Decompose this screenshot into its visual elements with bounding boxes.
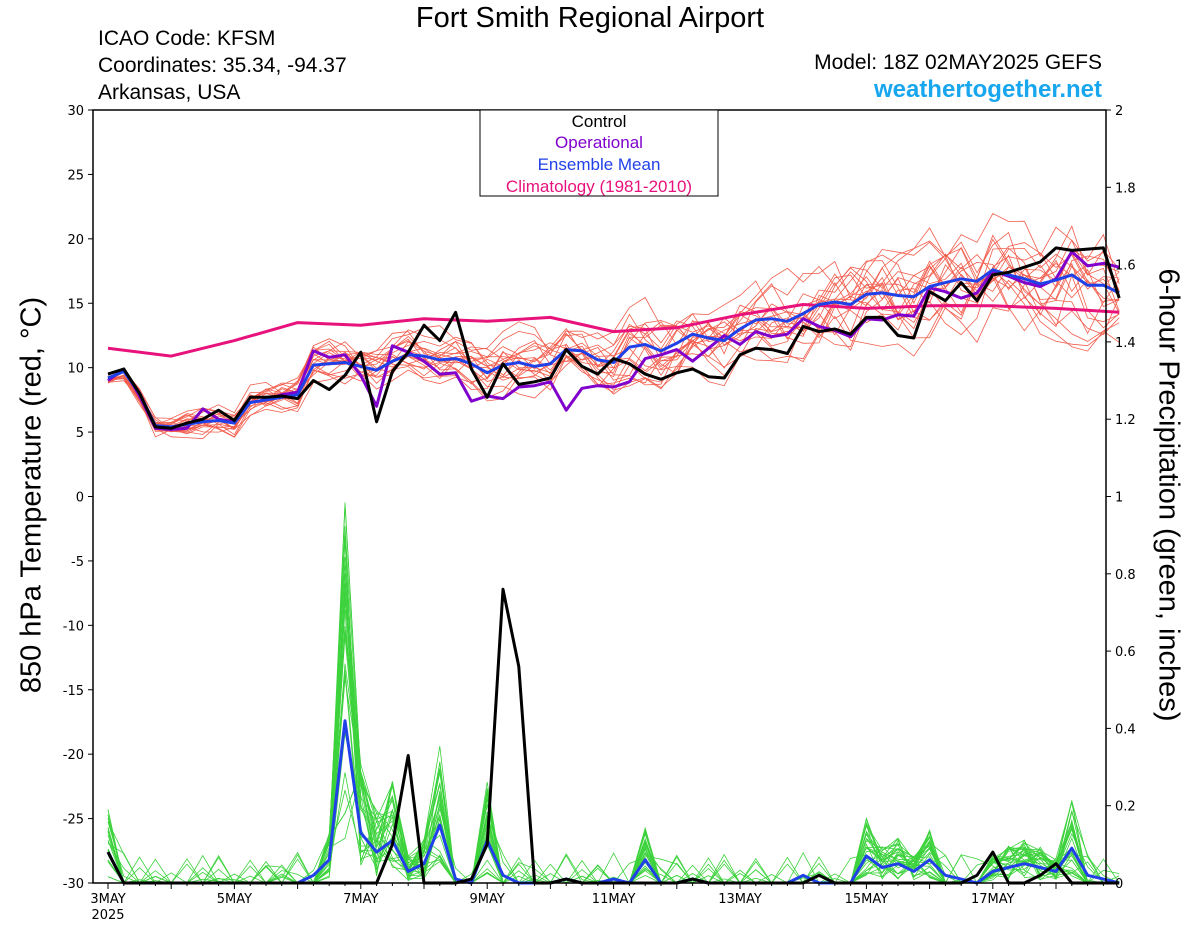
x-tick-label: 7MAY — [343, 892, 378, 907]
y2-tick-label: 0.2 — [1115, 800, 1136, 815]
y-axis-precipitation: 2 1.8 1.6 1.4 1.2 1 0.8 0.6 0.4 0.2 0 — [1106, 104, 1136, 892]
y2-tick-label: 1.2 — [1115, 413, 1136, 428]
chart-title: Fort Smith Regional Airport — [415, 2, 765, 34]
y2-tick-label: 1.8 — [1115, 181, 1136, 196]
y2-tick-label: 1.6 — [1115, 259, 1136, 274]
series-lines — [106, 246, 1121, 885]
y-tick-label: 10 — [67, 362, 84, 377]
x-tick-label: 11MAY — [592, 892, 636, 907]
precip-member-line — [107, 557, 1120, 884]
precip-member-line — [107, 573, 1120, 884]
precip-member-line — [107, 504, 1120, 884]
ensemble-mean-temperature-line — [107, 268, 1120, 429]
y-tick-label: 15 — [67, 297, 84, 312]
precip-member-line — [107, 590, 1120, 884]
x-tick-label: 17MAY — [971, 892, 1015, 907]
y-tick-label: 30 — [67, 104, 84, 119]
y-tick-label: -5 — [71, 555, 84, 570]
y-tick-label: 25 — [67, 168, 84, 183]
site-link[interactable]: weathertogether.net — [873, 76, 1102, 103]
plot-frame — [92, 109, 1107, 884]
y2-tick-label: 0 — [1115, 877, 1123, 892]
y2-tick-label: 2 — [1115, 104, 1123, 119]
temperature-member-line — [107, 238, 1120, 425]
precip-member-line — [107, 628, 1120, 884]
legend-entry-climatology: Climatology (1981-2010) — [506, 177, 692, 196]
precip-member-line — [107, 636, 1120, 884]
precip-member-line — [107, 598, 1120, 884]
region: Arkansas, USA — [98, 81, 241, 104]
coordinates: Coordinates: 35.34, -94.37 — [98, 54, 347, 77]
y2-tick-label: 0.6 — [1115, 645, 1136, 660]
precip-member-line — [107, 535, 1120, 884]
x-tick-label: 5MAY — [217, 892, 252, 907]
y-axis-temperature: 30 25 20 15 10 5 0 -5 -10 -15 -20 -25 -30 — [63, 104, 93, 892]
legend-entry-ensemble-mean: Ensemble Mean — [538, 155, 661, 174]
precip-member-line — [107, 672, 1120, 884]
legend-entry-operational: Operational — [555, 133, 643, 152]
x-tick-sublabel: 2025 — [91, 908, 124, 923]
precip-member-line — [107, 609, 1120, 884]
precip-member-line — [107, 526, 1120, 884]
control-temperature-line — [107, 246, 1121, 430]
precip-member-line — [107, 592, 1120, 884]
icao-code: ICAO Code: KFSM — [98, 27, 276, 50]
y-tick-label: -15 — [63, 684, 84, 699]
precip-member-line — [107, 537, 1120, 884]
model-run: Model: 18Z 02MAY2025 GEFS — [814, 51, 1102, 74]
legend: Control Operational Ensemble Mean Climat… — [479, 109, 719, 197]
precip-member-line — [107, 561, 1120, 884]
y-tick-label: -10 — [63, 619, 84, 634]
temperature-members — [107, 212, 1120, 440]
precip-member-line — [107, 597, 1120, 884]
y2-tick-label: 1.4 — [1115, 336, 1136, 351]
precip-member-line — [107, 631, 1120, 885]
temperature-member-line — [107, 247, 1120, 428]
x-tick-label: 3MAY — [90, 892, 125, 907]
precip-member-line — [107, 502, 1120, 884]
legend-box — [479, 109, 719, 197]
y-tick-label: 5 — [76, 426, 84, 441]
x-tick-label: 9MAY — [470, 892, 505, 907]
y2-tick-label: 0.8 — [1115, 568, 1136, 583]
y-tick-label: -30 — [63, 877, 84, 892]
x-tick-label: 15MAY — [845, 892, 889, 907]
temperature-member-line — [107, 262, 1120, 433]
x-tick-label: 13MAY — [718, 892, 762, 907]
precip-member-line — [107, 670, 1120, 884]
precip-member-line — [107, 784, 1120, 884]
temperature-member-line — [107, 241, 1120, 438]
y2-tick-label: 0.4 — [1115, 722, 1136, 737]
temperature-member-line — [107, 260, 1120, 427]
y-tick-label: -25 — [63, 813, 84, 828]
precip-member-line — [107, 626, 1120, 884]
temperature-member-line — [107, 253, 1120, 438]
precip-member-line — [107, 600, 1120, 884]
precip-member-line — [107, 733, 1120, 884]
y-tick-label: 0 — [76, 491, 84, 506]
precip-member-line — [107, 538, 1120, 884]
legend-entry-control: Control — [572, 112, 627, 131]
precip-member-line — [107, 582, 1120, 884]
precip-member-line — [107, 761, 1120, 884]
y2-tick-label: 1 — [1115, 491, 1123, 506]
temperature-member-line — [107, 227, 1120, 440]
y-tick-label: -20 — [63, 748, 84, 763]
control-precipitation-line — [106, 587, 1120, 885]
climatology-1981-2010-temperature-line — [107, 303, 1120, 358]
ensemble-mean-precipitation-line — [106, 719, 1120, 885]
precip-member-line — [107, 663, 1120, 884]
precip-members — [107, 502, 1120, 885]
y-tick-label: 20 — [67, 233, 84, 248]
